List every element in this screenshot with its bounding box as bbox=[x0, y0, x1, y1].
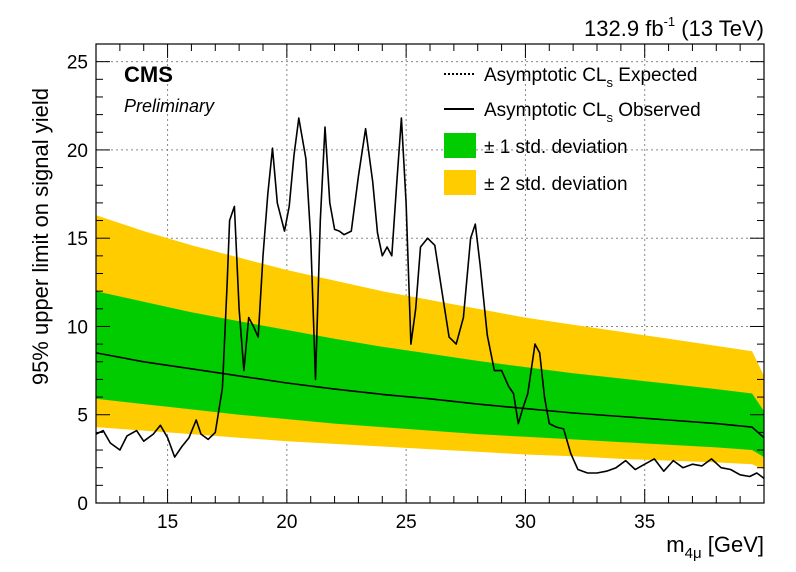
status-label: Preliminary bbox=[124, 96, 215, 116]
y-axis-title: 95% upper limit on signal yield bbox=[28, 88, 53, 385]
y-axis: 0 5 10 15 20 25 bbox=[67, 43, 764, 515]
observed-limit-line bbox=[95, 117, 765, 479]
one-sigma-band bbox=[96, 291, 764, 458]
luminosity-label: 132.9 fb-1 (13 TeV) bbox=[584, 14, 764, 41]
legend-one-sigma-label: ± 1 std. deviation bbox=[484, 137, 628, 158]
legend-expected-label: Asymptotic CLs Expected bbox=[484, 65, 698, 90]
x-axis: 15 20 25 30 35 bbox=[95, 44, 765, 533]
observed-series bbox=[95, 117, 765, 479]
experiment-label: CMS bbox=[124, 62, 173, 87]
legend-two-sigma-label: ± 2 std. deviation bbox=[484, 174, 628, 195]
x-tick-label: 30 bbox=[515, 512, 536, 533]
y-tick-label: 10 bbox=[67, 317, 88, 338]
legend-one-sigma-swatch bbox=[444, 133, 476, 158]
expected-series bbox=[95, 352, 765, 439]
one-sigma-area bbox=[96, 291, 764, 458]
expected-limit-line bbox=[95, 352, 765, 439]
x-tick-label: 15 bbox=[157, 512, 178, 533]
x-tick-label: 25 bbox=[396, 512, 417, 533]
legend: Asymptotic CLs Expected Asymptotic CLs O… bbox=[444, 65, 701, 195]
x-axis-title: m4μ [GeV] bbox=[666, 532, 764, 562]
y-tick-label: 20 bbox=[67, 141, 88, 162]
y-tick-label: 25 bbox=[67, 53, 88, 74]
x-tick-label: 20 bbox=[276, 512, 297, 533]
y-tick-label: 0 bbox=[77, 494, 88, 515]
x-tick-label: 35 bbox=[634, 512, 655, 533]
y-tick-label: 5 bbox=[77, 406, 88, 427]
y-tick-label: 15 bbox=[67, 229, 88, 250]
legend-two-sigma-swatch bbox=[444, 170, 476, 195]
legend-observed-label: Asymptotic CLs Observed bbox=[484, 100, 701, 125]
